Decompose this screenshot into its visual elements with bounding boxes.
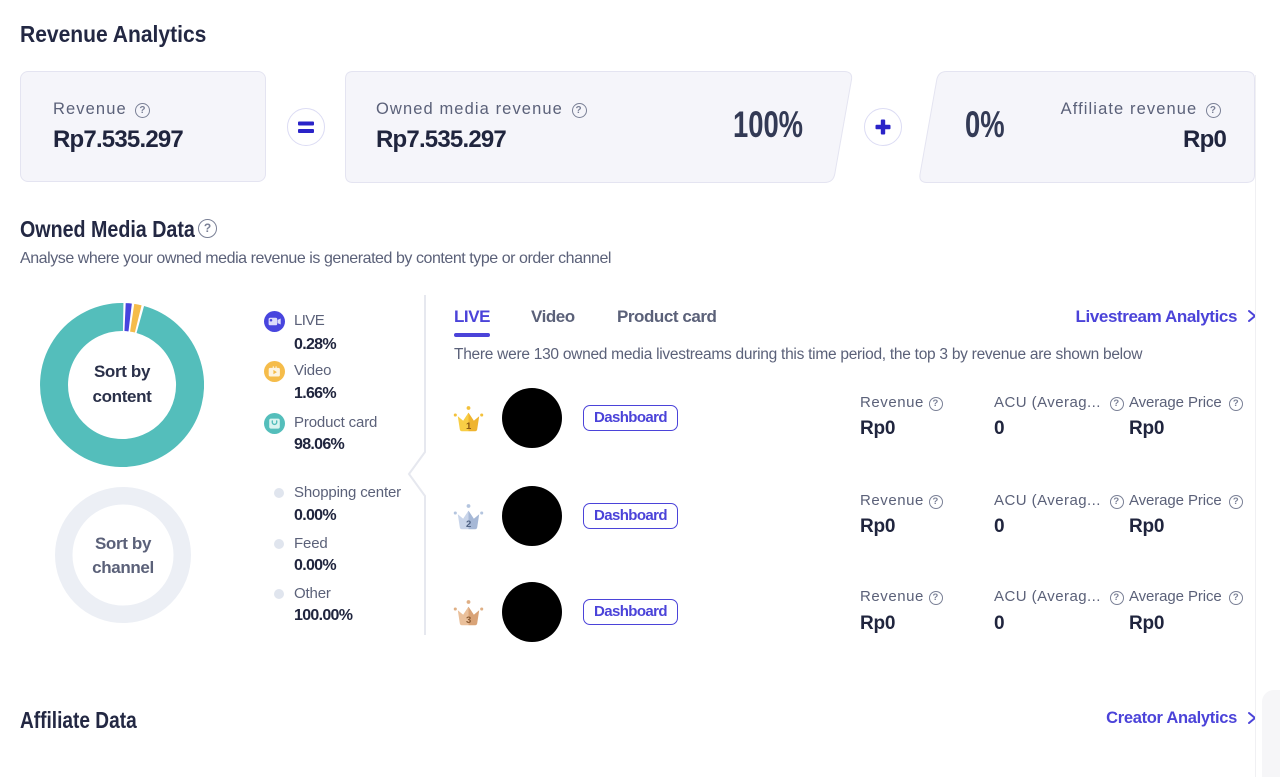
- svg-text:3: 3: [466, 615, 471, 626]
- svg-text:2: 2: [466, 518, 471, 529]
- svg-text:1: 1: [466, 420, 472, 431]
